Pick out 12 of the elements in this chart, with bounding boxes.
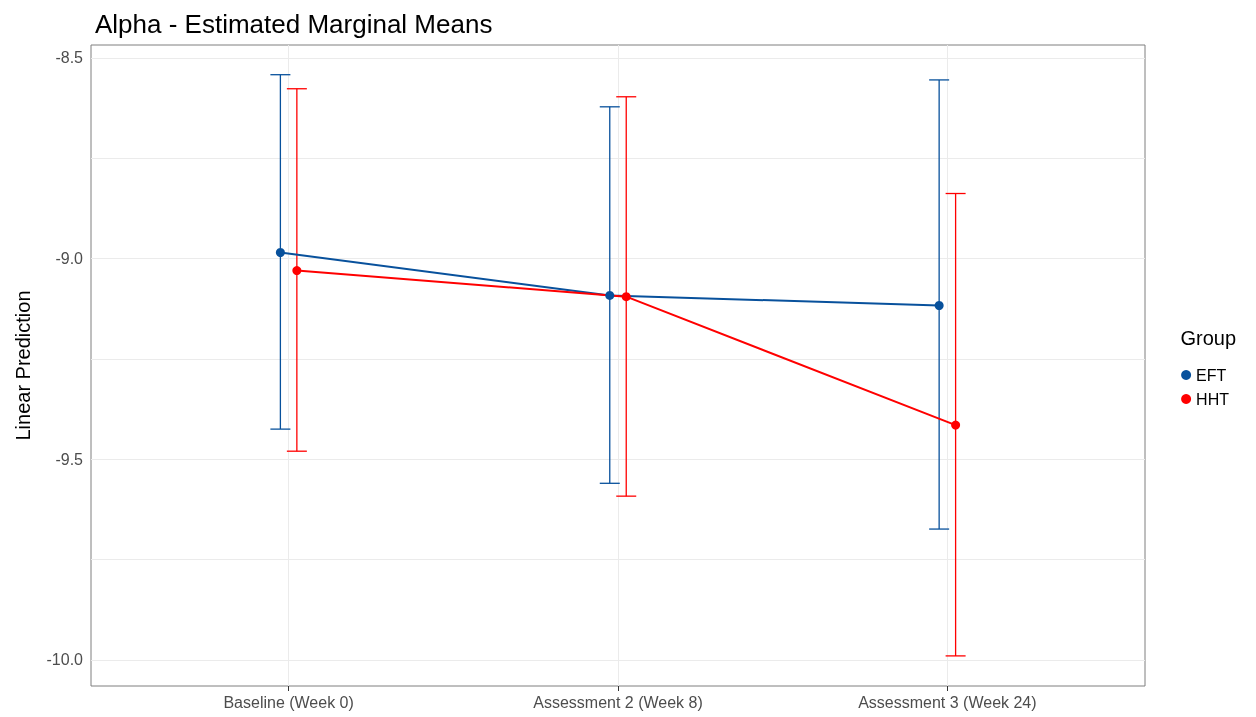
x-tick-label: Baseline (Week 0) xyxy=(223,693,354,711)
y-tick-label: -10.0 xyxy=(46,651,84,669)
y-tick-label: -8.5 xyxy=(55,49,84,67)
x-tick-label: Assessment 3 (Week 24) xyxy=(858,693,1037,711)
x-tick-label: Assessment 2 (Week 8) xyxy=(533,693,703,711)
y-axis-title: Linear Prediction xyxy=(12,290,34,441)
y-tick-label: -9.5 xyxy=(55,450,84,468)
y-tick-label: -9.0 xyxy=(55,250,84,268)
legend-label: EFT xyxy=(1196,366,1227,384)
legend-title: Group xyxy=(1180,327,1237,349)
chart-title: Alpha - Estimated Marginal Means xyxy=(95,9,493,39)
legend-label: HHT xyxy=(1196,390,1230,408)
